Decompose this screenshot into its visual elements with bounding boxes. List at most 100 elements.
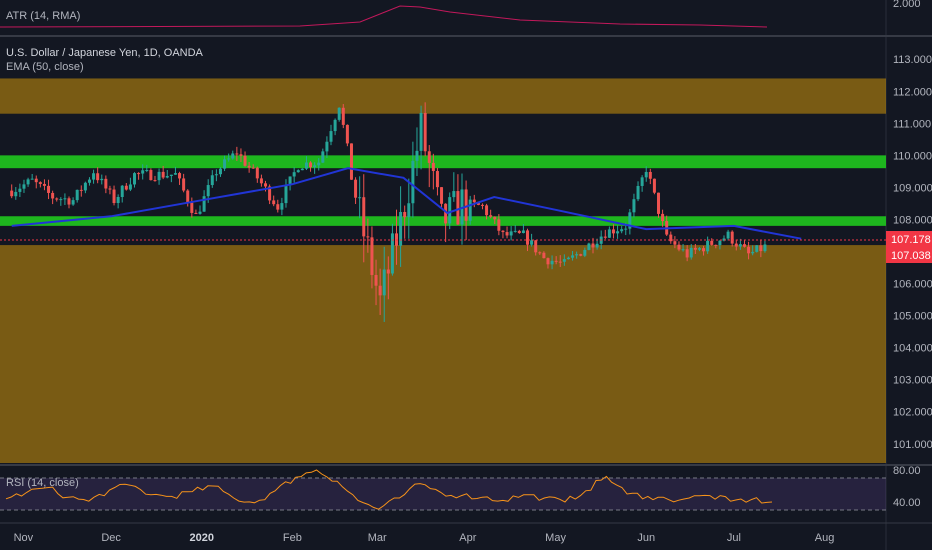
- rsi-legend[interactable]: RSI (14, close): [6, 477, 79, 489]
- candle-body: [607, 229, 611, 238]
- candle-body: [521, 230, 525, 234]
- candle-body: [546, 258, 550, 265]
- candle-body: [251, 167, 255, 169]
- candle-body: [571, 255, 575, 258]
- candle-body: [534, 240, 538, 253]
- candle-body: [92, 173, 96, 180]
- candle-body: [448, 197, 452, 224]
- time-tick-label: Dec: [101, 532, 121, 544]
- candle-body: [411, 160, 415, 204]
- zone-1: [0, 155, 886, 169]
- candle-body: [382, 269, 386, 296]
- candle-body: [186, 190, 190, 203]
- candle-body: [624, 228, 628, 230]
- candle-body: [227, 158, 231, 160]
- candle-body: [128, 184, 132, 190]
- candle-body: [595, 243, 599, 248]
- candle-body: [456, 191, 460, 225]
- candle-body: [14, 191, 18, 197]
- candle-body: [235, 153, 239, 155]
- candle-body: [100, 178, 104, 181]
- candle-body: [116, 196, 120, 204]
- candle-body: [661, 213, 665, 222]
- candle-body: [157, 171, 161, 181]
- candle-body: [309, 162, 313, 168]
- candle-body: [47, 185, 51, 193]
- price-tick-label: 103.000: [893, 375, 932, 387]
- candle-body: [358, 197, 362, 199]
- candle-body: [349, 143, 353, 180]
- candle-body: [313, 165, 317, 168]
- candle-body: [145, 170, 149, 172]
- candle-layer: [10, 102, 767, 322]
- candle-body: [30, 178, 34, 180]
- candle-body: [108, 188, 112, 190]
- candle-body: [566, 257, 570, 260]
- candle-body: [169, 174, 173, 177]
- candle-body: [542, 252, 546, 259]
- candle-body: [272, 200, 276, 205]
- candle-body: [526, 230, 530, 245]
- candle-body: [321, 151, 325, 163]
- candle-body: [87, 179, 91, 183]
- zone-2: [0, 216, 886, 226]
- candle-body: [55, 198, 59, 200]
- candle-body: [390, 233, 394, 274]
- price-tick-label: 104.000: [893, 343, 932, 355]
- candle-body: [67, 198, 71, 205]
- symbol-title[interactable]: U.S. Dollar / Japanese Yen, 1D, OANDA: [6, 47, 204, 59]
- atr-layer: [0, 5, 768, 28]
- candle-body: [79, 189, 83, 191]
- candle-body: [345, 124, 349, 144]
- ema-legend[interactable]: EMA (50, close): [6, 61, 84, 73]
- candle-body: [214, 174, 218, 176]
- candle-body: [317, 162, 321, 166]
- candle-body: [485, 205, 489, 216]
- candle-body: [644, 171, 648, 178]
- candle-body: [718, 240, 722, 246]
- price-tick-label: 109.000: [893, 182, 932, 194]
- candle-body: [124, 185, 128, 190]
- candle-body: [464, 189, 468, 221]
- candle-body: [362, 197, 366, 237]
- candle-body: [18, 188, 22, 192]
- candle-body: [685, 249, 689, 258]
- candle-body: [489, 215, 493, 217]
- candle-body: [206, 185, 210, 197]
- candle-body: [505, 232, 509, 236]
- candle-body: [611, 229, 615, 234]
- candle-body: [194, 212, 198, 214]
- candle-body: [472, 199, 476, 203]
- candle-body: [554, 260, 558, 262]
- candle-body: [153, 180, 157, 182]
- atr-legend[interactable]: ATR (14, RMA): [6, 10, 80, 22]
- candle-body: [620, 229, 624, 232]
- rsi-layer: [0, 469, 886, 511]
- candle-body: [530, 240, 534, 245]
- time-axis-ticks: Nov Dec 2020 Feb Mar Apr May Jun Jul Aug: [14, 532, 835, 544]
- candle-body: [681, 249, 685, 251]
- candle-body: [296, 170, 300, 173]
- candle-body: [509, 231, 513, 236]
- candle-body: [264, 183, 268, 187]
- candle-body: [648, 171, 652, 179]
- candle-body: [10, 190, 14, 197]
- price-tick-label: 111.000: [893, 118, 931, 130]
- time-tick-label: Jun: [637, 532, 655, 544]
- candle-body: [333, 119, 337, 132]
- candle-body: [669, 234, 673, 242]
- price-tick-label: 112.000: [893, 86, 932, 98]
- candle-body: [300, 168, 304, 171]
- candle-body: [104, 178, 108, 189]
- time-tick-label: Aug: [815, 532, 835, 544]
- candle-body: [763, 244, 767, 252]
- candle-body: [751, 251, 755, 254]
- candle-body: [538, 252, 542, 254]
- candle-body: [550, 260, 554, 265]
- time-tick-label: Jul: [727, 532, 741, 544]
- candle-body: [223, 159, 227, 169]
- candle-body: [284, 185, 288, 204]
- candle-body: [702, 248, 706, 252]
- candle-body: [468, 199, 472, 221]
